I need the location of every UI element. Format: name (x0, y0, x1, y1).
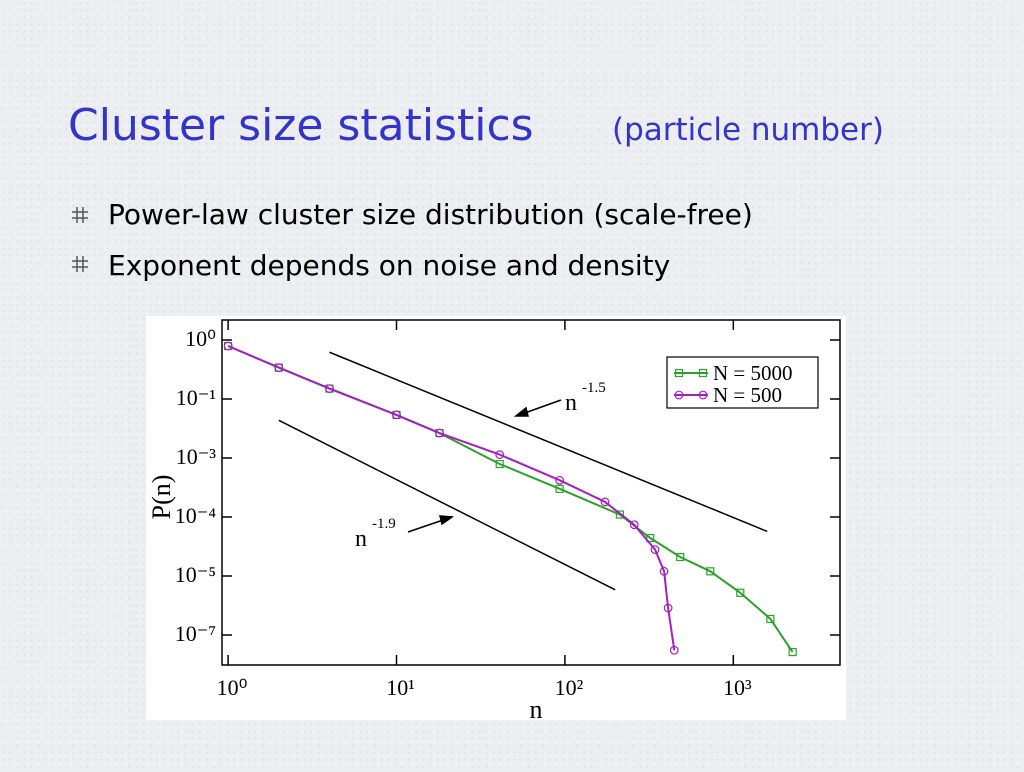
data-point (435, 428, 444, 438)
annotation: n (355, 526, 367, 552)
data-point (669, 645, 679, 655)
y-axis-label: P(n) (147, 475, 176, 520)
reference-line (278, 419, 616, 591)
data-point (706, 567, 715, 576)
data-point (600, 497, 610, 507)
bullet-icon (72, 256, 88, 272)
legend-label: N = 5000 (713, 361, 793, 385)
data-point (736, 588, 745, 597)
legend-marker (674, 368, 684, 378)
data-point (274, 363, 284, 373)
arrow (407, 399, 562, 533)
data-point (629, 520, 639, 530)
data-point (495, 459, 504, 469)
data-point (615, 510, 624, 519)
data-point (495, 450, 505, 460)
slide-title-note: (particle number) (612, 112, 884, 148)
data-point (646, 533, 655, 543)
data-point (676, 552, 685, 562)
data-point (663, 603, 673, 613)
legend-label: N = 500 (713, 383, 782, 407)
bullet-icon (72, 207, 88, 223)
bullet-text: Power-law cluster size distribution (sca… (108, 198, 753, 231)
annotation-exponent: -1.9 (372, 516, 396, 532)
annotation-exponent: -1.5 (582, 380, 606, 396)
y-tick-label: 10⁻⁷ (175, 621, 216, 646)
bullet-text: Exponent depends on noise and density (108, 249, 670, 282)
data-point (555, 484, 564, 493)
slide-title: Cluster size statistics (68, 100, 534, 151)
plot-frame (221, 319, 841, 666)
data-point (766, 614, 775, 624)
annotation: n (565, 390, 577, 416)
legend-box (666, 356, 819, 409)
data-point (223, 341, 233, 351)
legend-marker (698, 368, 708, 378)
legend-marker (674, 390, 684, 400)
data-point (325, 384, 334, 394)
x-tick-label: 10³ (723, 675, 752, 700)
legend-marker (698, 390, 708, 400)
series-line (227, 345, 676, 651)
data-point (788, 647, 797, 657)
data-point (555, 475, 565, 485)
y-tick-label: 10⁻⁴ (175, 503, 217, 528)
y-tick-label: 10⁻¹ (176, 385, 216, 410)
data-point (650, 545, 660, 555)
y-tick-label: 10⁻³ (176, 444, 217, 469)
reference-line (329, 351, 768, 533)
x-axis-label: n (530, 695, 543, 724)
y-tick-label: 10⁰ (185, 326, 216, 351)
x-tick-label: 10⁰ (217, 675, 248, 700)
x-tick-label: 10¹ (386, 675, 415, 700)
data-point (392, 410, 401, 420)
y-tick-label: 10⁻⁵ (175, 562, 216, 587)
x-tick-label: 10² (555, 675, 584, 700)
data-point (659, 566, 669, 576)
